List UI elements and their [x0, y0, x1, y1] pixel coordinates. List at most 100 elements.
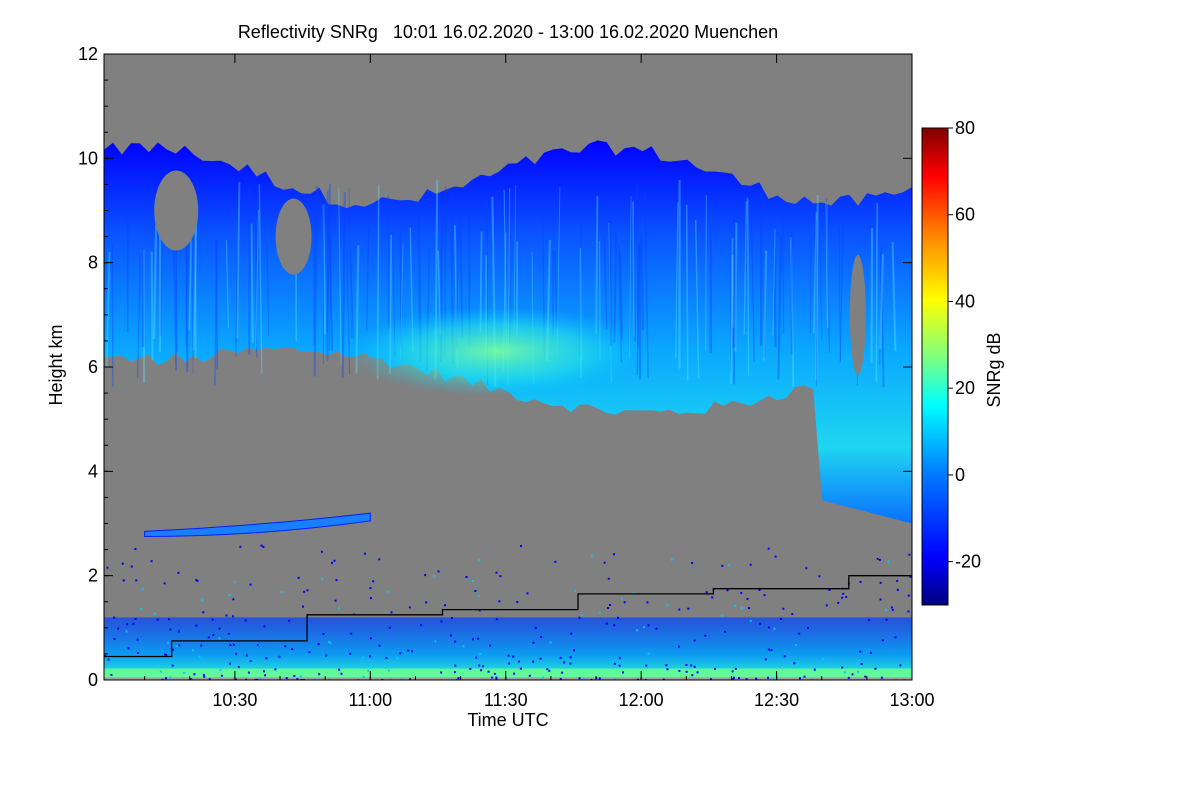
noise-speckle [341, 673, 343, 675]
noise-speckle [740, 592, 742, 594]
noise-speckle [367, 670, 369, 672]
noise-speckle [165, 677, 167, 679]
noise-speckle [349, 653, 351, 655]
colorbar [922, 128, 948, 605]
noise-speckle [424, 574, 426, 576]
noise-speckle [475, 657, 477, 659]
noise-speckle [570, 663, 572, 665]
noise-speckle [444, 604, 446, 606]
noise-speckle [399, 652, 401, 654]
noise-speckle [219, 628, 221, 630]
fall-streak [112, 245, 113, 387]
noise-speckle [279, 656, 281, 658]
noise-speckle [655, 628, 657, 630]
noise-speckle [570, 633, 572, 635]
noise-speckle [579, 677, 581, 679]
noise-speckle [247, 661, 249, 663]
noise-speckle [488, 671, 490, 673]
noise-speckle [780, 618, 782, 620]
noise-speckle [622, 671, 624, 673]
noise-speckle [908, 554, 910, 556]
noise-speckle [583, 678, 585, 680]
noise-speckle [157, 619, 159, 621]
noise-speckle [454, 665, 456, 667]
noise-speckle [801, 664, 803, 666]
fall-streak [634, 215, 635, 342]
noise-speckle [391, 611, 393, 613]
noise-speckle [323, 633, 325, 635]
noise-speckle [197, 580, 199, 582]
x-axis-label: Time UTC [467, 710, 548, 730]
noise-speckle [750, 620, 752, 622]
noise-speckle [546, 668, 548, 670]
noise-speckle [440, 621, 442, 623]
noise-speckle [807, 627, 809, 629]
noise-speckle [172, 665, 174, 667]
noise-speckle [228, 633, 230, 635]
noise-speckle [574, 590, 576, 592]
noise-speckle [370, 637, 372, 639]
noise-speckle [880, 599, 882, 601]
noise-speckle [841, 667, 843, 669]
noise-speckle [135, 579, 137, 581]
noise-speckle [271, 664, 273, 666]
noise-speckle [364, 553, 366, 555]
noise-speckle [218, 637, 220, 639]
y-tick-label: 2 [88, 566, 98, 586]
noise-speckle [535, 627, 537, 629]
noise-speckle [293, 675, 295, 677]
noise-speckle [724, 631, 726, 633]
noise-speckle [822, 658, 824, 660]
noise-speckle [896, 580, 898, 582]
noise-speckle [648, 624, 650, 626]
y-tick-label: 6 [88, 357, 98, 377]
noise-speckle [706, 591, 708, 593]
noise-speckle [512, 656, 514, 658]
noise-speckle [532, 642, 534, 644]
noise-speckle [765, 658, 767, 660]
noise-speckle [880, 582, 882, 584]
chart-title: Reflectivity SNRg 10:01 16.02.2020 - 13:… [104, 22, 912, 43]
noise-speckle [193, 673, 195, 675]
noise-speckle [265, 657, 267, 659]
noise-speckle [302, 606, 304, 608]
noise-speckle [882, 639, 884, 641]
noise-speckle [678, 609, 680, 611]
noise-speckle [212, 634, 214, 636]
noise-speckle [778, 664, 780, 666]
noise-speckle [151, 560, 153, 562]
noise-speckle [458, 677, 460, 679]
noise-speckle [686, 671, 688, 673]
x-tick-label: 12:30 [754, 690, 799, 710]
noise-speckle [169, 677, 171, 679]
noise-speckle [560, 657, 562, 659]
noise-speckle [350, 633, 352, 635]
noise-speckle [619, 665, 621, 667]
fall-streak [876, 203, 877, 382]
noise-speckle [411, 650, 413, 652]
noise-speckle [604, 562, 606, 564]
noise-speckle [370, 597, 372, 599]
noise-speckle [229, 644, 231, 646]
noise-speckle [608, 578, 610, 580]
noise-speckle [591, 555, 593, 557]
noise-speckle [434, 575, 436, 577]
noise-speckle [478, 595, 480, 597]
noise-speckle [480, 669, 482, 671]
noise-speckle [697, 671, 699, 673]
noise-speckle [798, 633, 800, 635]
noise-speckle [667, 668, 669, 670]
noise-speckle [334, 560, 336, 562]
colorbar-label: SNRg dB [984, 332, 1004, 407]
noise-speckle [203, 674, 205, 676]
noise-speckle [771, 649, 773, 651]
clear-air-gap [850, 255, 866, 375]
noise-speckle [281, 591, 283, 593]
noise-speckle [226, 615, 228, 617]
noise-speckle [844, 671, 846, 673]
noise-speckle [607, 607, 609, 609]
noise-speckle [128, 647, 130, 649]
noise-speckle [232, 615, 234, 617]
noise-speckle [450, 635, 452, 637]
